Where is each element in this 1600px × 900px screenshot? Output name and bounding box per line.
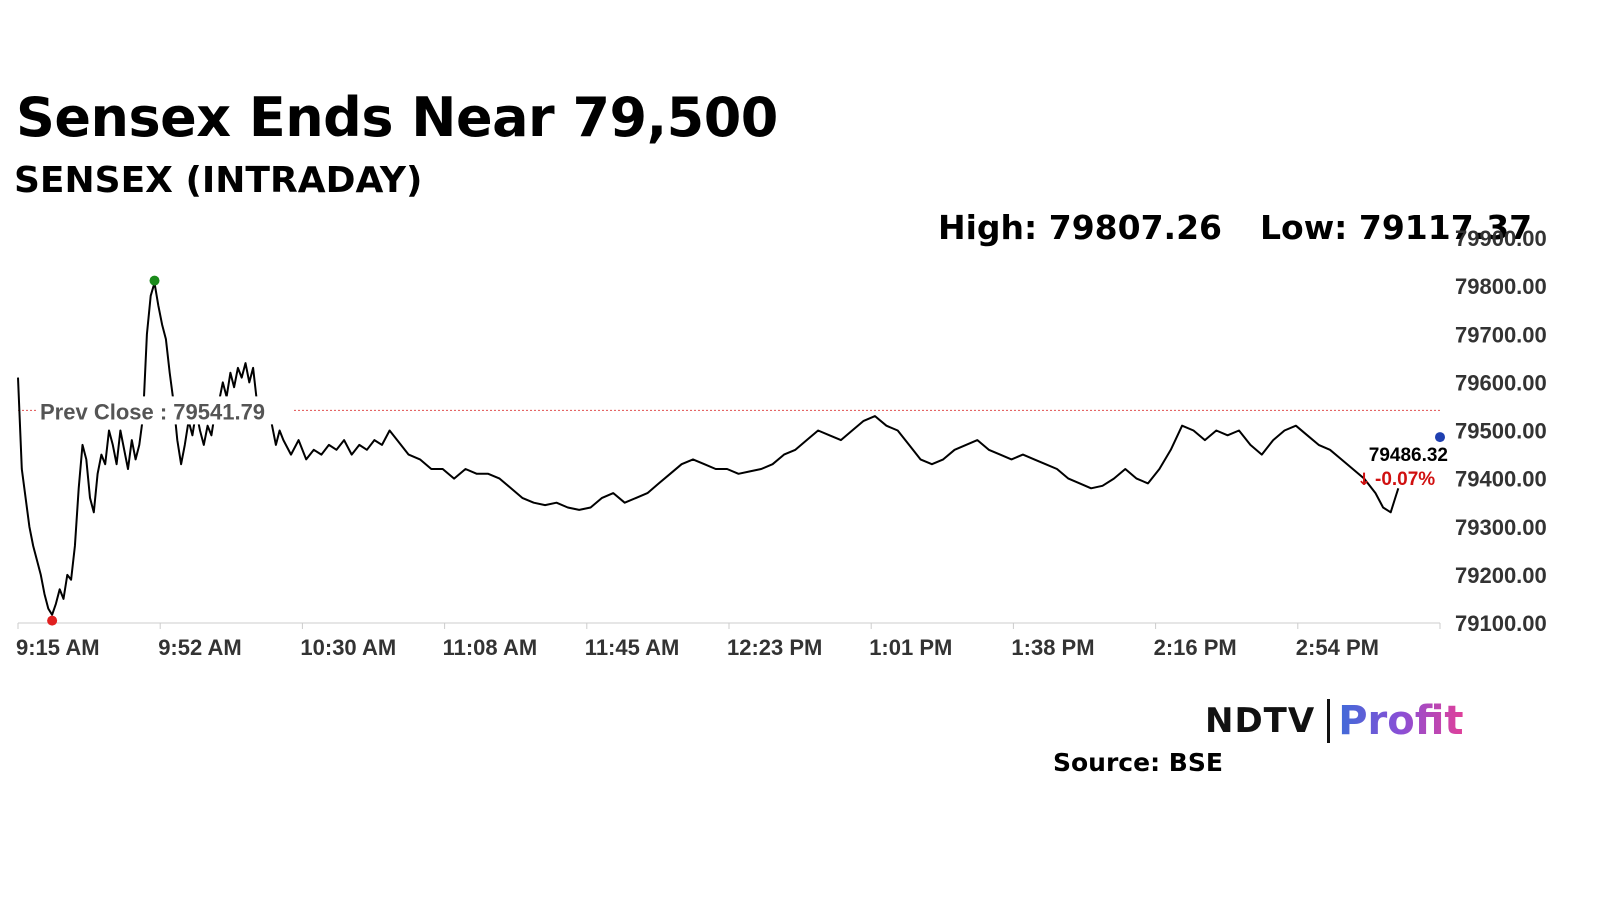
x-tick-label: 11:45 AM bbox=[585, 635, 680, 660]
source-label: Source: BSE bbox=[1053, 748, 1223, 777]
ndtv-wordmark: NDTV bbox=[1205, 701, 1316, 741]
x-tick-label: 9:52 AM bbox=[158, 635, 242, 660]
profit-wordmark: Profit bbox=[1338, 698, 1464, 744]
y-tick-label: 79400.00 bbox=[1455, 467, 1547, 492]
logo-divider bbox=[1327, 699, 1331, 743]
y-tick-label: 79600.00 bbox=[1455, 370, 1547, 395]
chart-subtitle: SENSEX (INTRADAY) bbox=[14, 160, 423, 201]
ndtv-profit-logo: NDTV Profit bbox=[1205, 696, 1463, 746]
page-title: Sensex Ends Near 79,500 bbox=[16, 86, 778, 149]
y-tick-label: 79100.00 bbox=[1455, 611, 1547, 636]
y-tick-label: 79700.00 bbox=[1455, 322, 1547, 347]
change-indicator: ↓ -0.07% bbox=[1357, 469, 1435, 490]
low-label: Low: 79117.37 bbox=[1260, 208, 1533, 247]
x-tick-label: 2:54 PM bbox=[1296, 635, 1379, 660]
x-tick-label: 1:01 PM bbox=[869, 635, 952, 660]
high-label: High: 79807.26 bbox=[938, 208, 1222, 247]
x-tick-label: 1:38 PM bbox=[1011, 635, 1094, 660]
x-tick-label: 9:15 AM bbox=[16, 635, 100, 660]
change-percent-label: -0.07% bbox=[1375, 469, 1435, 490]
y-tick-label: 79900.00 bbox=[1455, 226, 1547, 251]
y-tick-label: 79300.00 bbox=[1455, 515, 1547, 540]
prev-close-label-bg bbox=[36, 396, 292, 425]
x-tick-label: 12:23 PM bbox=[727, 635, 822, 660]
series-line bbox=[17, 281, 1400, 616]
last-value-marker bbox=[1435, 432, 1445, 443]
x-tick-label: 10:30 AM bbox=[300, 635, 396, 660]
y-tick-group: 79900.00 79800.00 79700.00 79600.00 79500.00… bbox=[1455, 226, 1547, 636]
y-tick-label: 79800.00 bbox=[1455, 274, 1547, 299]
high-marker bbox=[149, 275, 160, 286]
down-arrow-icon: ↓ bbox=[1357, 470, 1371, 490]
y-tick-label: 79500.00 bbox=[1455, 419, 1547, 444]
low-marker bbox=[47, 615, 58, 626]
last-value-label: 79486.32 bbox=[1369, 445, 1448, 466]
x-tick-label: 11:08 AM bbox=[443, 635, 538, 660]
y-tick-label: 79200.00 bbox=[1455, 563, 1547, 588]
prev-close-label: Prev Close : 79541.79 bbox=[40, 399, 265, 424]
x-tick-label: 2:16 PM bbox=[1154, 635, 1237, 660]
x-tick-group: 9:15 AM 9:52 AM 10:30 AM 11:08 AM 11:45 AM 12… bbox=[16, 623, 1441, 660]
